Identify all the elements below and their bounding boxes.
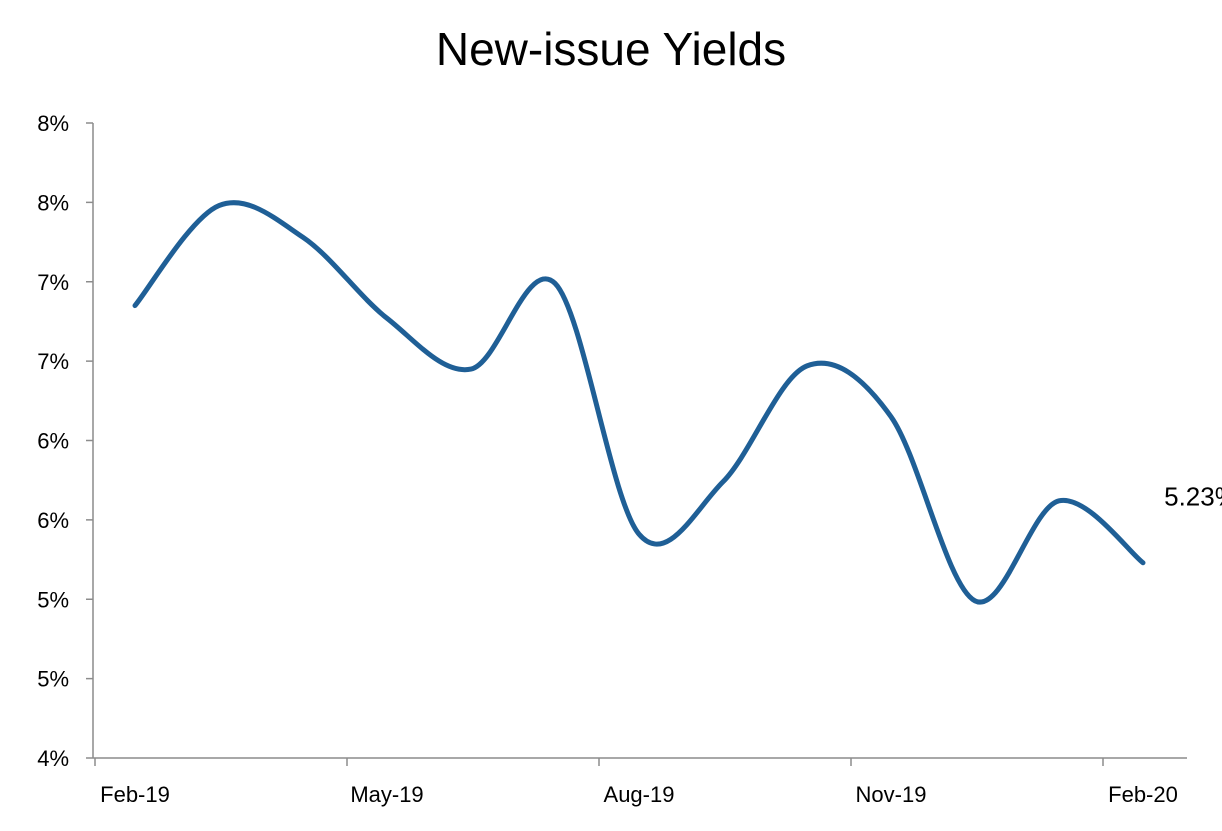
x-tick-label: Nov-19 — [856, 782, 927, 807]
data-point — [217, 203, 222, 208]
axes — [86, 122, 1187, 766]
y-tick-label: 5% — [37, 587, 69, 612]
x-tick-label: May-19 — [350, 782, 423, 807]
tick-labels: 4% 5% 5% 6% 6% 7% 7% 8% 8% Feb-19 May-19 Aug-19 Nov-… — [37, 111, 1178, 807]
data-point — [469, 367, 474, 372]
data-point — [1057, 498, 1062, 503]
y-tick-label: 8% — [37, 190, 69, 215]
y-tick-label: 4% — [37, 746, 69, 771]
data-label: 5.23% — [1164, 482, 1222, 512]
data-point — [973, 598, 978, 603]
data-point — [637, 532, 642, 537]
y-tick-label: 7% — [37, 349, 69, 374]
y-tick-label: 6% — [37, 429, 69, 454]
data-point — [553, 281, 558, 286]
x-tick-label: Feb-20 — [1108, 782, 1178, 807]
series — [132, 200, 1146, 605]
data-point — [385, 316, 390, 321]
x-tick-label: Feb-19 — [100, 782, 170, 807]
y-tick-label: 8% — [37, 111, 69, 136]
data-point — [1141, 560, 1146, 565]
data-point — [889, 414, 894, 419]
y-tick-label: 5% — [37, 667, 69, 692]
annotations: 5.23% — [1164, 482, 1222, 512]
x-tick-label: Aug-19 — [604, 782, 675, 807]
data-point — [805, 363, 810, 368]
data-point — [721, 479, 726, 484]
data-point — [301, 235, 306, 240]
chart-title: New-issue Yields — [435, 23, 787, 75]
data-point — [133, 303, 138, 308]
series-line — [132, 200, 1146, 605]
y-tick-label: 6% — [37, 508, 69, 533]
y-tick-label: 7% — [37, 270, 69, 295]
